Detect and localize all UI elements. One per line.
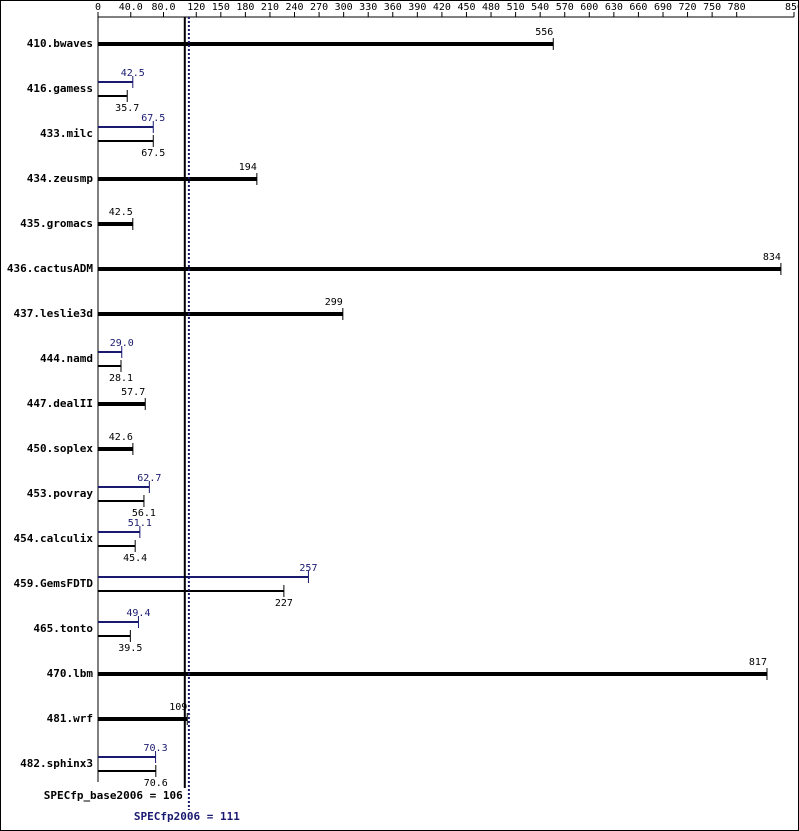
x-tick-label: 690 [654,2,672,13]
row-label: 416.gamess [27,82,93,95]
row-label: 434.zeusmp [27,172,94,185]
x-tick-label: 720 [679,2,697,13]
value-label: 834 [763,252,781,263]
row-label: 437.leslie3d [14,307,93,320]
value-label: 109 [169,702,187,713]
bar [98,126,154,128]
row-label: 465.tonto [33,622,93,635]
x-tick-label: 210 [261,2,279,13]
value-label: 28.1 [109,373,133,384]
row-label: 453.povray [27,487,94,500]
x-tick-label: 120 [187,2,205,13]
value-label: 70.3 [144,743,168,754]
bar [98,545,136,547]
value-label: 227 [275,598,293,609]
bar [98,590,284,592]
value-label: 62.7 [137,473,161,484]
row-label: 410.bwaves [27,37,93,50]
bar [98,95,128,97]
value-label: 57.7 [121,387,145,398]
value-label: 29.0 [110,338,134,349]
x-tick-label: 630 [605,2,623,13]
bar [98,770,156,772]
x-tick-label: 360 [384,2,402,13]
value-label: 42.5 [109,207,133,218]
x-tick-label: 780 [728,2,746,13]
value-label: 67.5 [141,113,165,124]
x-tick-label: 150 [212,2,230,13]
bar [98,447,133,451]
x-tick-label: 330 [359,2,377,13]
reference-label: SPECfp_base2006 = 106 [44,789,183,802]
value-label: 49.4 [126,608,150,619]
bar [98,672,767,676]
x-tick-label: 0 [95,2,101,13]
value-label: 42.5 [121,68,145,79]
value-label: 817 [749,657,767,668]
x-tick-label: 240 [285,2,303,13]
value-label: 67.5 [141,148,165,159]
bar [98,312,343,316]
row-label: 435.gromacs [20,217,93,230]
row-label: 433.milc [40,127,93,140]
bar [98,140,154,142]
x-tick-label: 390 [408,2,426,13]
x-tick-label: 450 [457,2,475,13]
value-label: 39.5 [118,643,142,654]
row-label: 470.lbm [47,667,94,680]
x-tick-label: 570 [556,2,574,13]
value-label: 42.6 [109,432,133,443]
bar [98,635,131,637]
value-label: 194 [239,162,257,173]
value-label: 70.6 [144,778,168,789]
row-label: 454.calculix [14,532,94,545]
bar [98,42,554,46]
bar [98,486,150,488]
x-tick-label: 660 [629,2,647,13]
bar [98,717,188,721]
bar [98,222,133,226]
row-label: 459.GemsFDTD [14,577,94,590]
value-label: 556 [535,27,553,38]
x-tick-label: 510 [507,2,525,13]
bar [98,500,144,502]
bar [98,365,122,367]
value-label: 51.1 [128,518,152,529]
x-tick-label: 420 [433,2,451,13]
row-label: 482.sphinx3 [20,757,93,770]
value-label: 257 [299,563,317,574]
row-label: 450.soplex [27,442,94,455]
x-tick-label: 80.0 [151,2,175,13]
value-label: 299 [325,297,343,308]
x-tick-label: 180 [236,2,254,13]
x-tick-label: 300 [335,2,353,13]
x-tick-label: 600 [580,2,598,13]
value-label: 35.7 [115,103,139,114]
x-tick-label: 540 [531,2,549,13]
bar [98,531,140,533]
x-tick-label: 850 [785,2,799,13]
row-label: 447.dealII [27,397,93,410]
reference-label: SPECfp2006 = 111 [134,810,240,823]
bar [98,351,122,353]
bar [98,81,133,83]
x-tick-label: 480 [482,2,500,13]
value-label: 45.4 [123,553,147,564]
bar [98,621,139,623]
bar [98,177,257,181]
bar [98,756,156,758]
row-label: 444.namd [40,352,93,365]
row-label: 436.cactusADM [7,262,93,275]
bar [98,576,309,578]
value-label: 56.1 [132,508,156,519]
x-tick-label: 270 [310,2,328,13]
x-tick-label: 750 [703,2,721,13]
bar [98,402,146,406]
bar [98,267,781,271]
x-tick-label: 40.0 [119,2,143,13]
row-label: 481.wrf [47,712,93,725]
